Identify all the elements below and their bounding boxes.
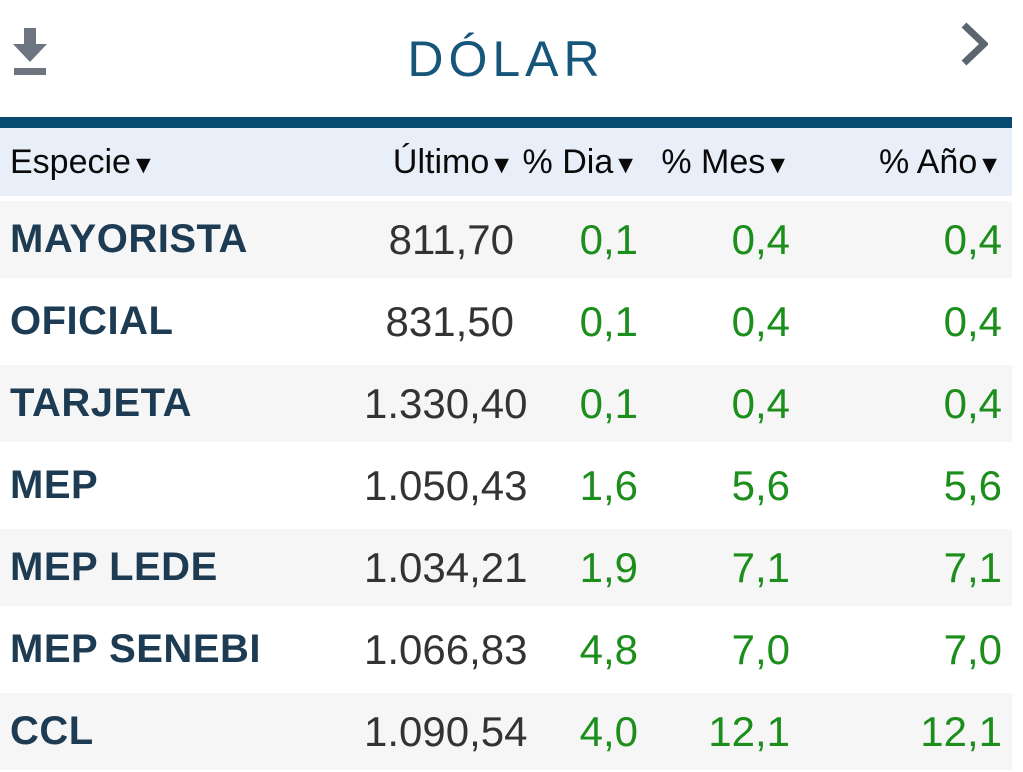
table-row-mep-lede[interactable]: MEP LEDE 1.034,21 1,9 7,1 7,1	[0, 529, 1012, 606]
column-header-ano[interactable]: % Año▼	[790, 143, 1012, 182]
ultimo-cell: 1.330,40	[364, 379, 528, 427]
mes-cell: 0,4	[731, 215, 790, 263]
mes-cell: 12,1	[708, 707, 790, 755]
download-button[interactable]	[13, 28, 47, 79]
especie-cell: MEP SENEBI	[10, 627, 261, 671]
table-row-mep-senebi[interactable]: MEP SENEBI 1.066,83 4,8 7,0 7,0	[0, 611, 1012, 688]
table-row-mep[interactable]: MEP 1.050,43 1,6 5,6 5,6	[0, 447, 1012, 524]
column-header-especie[interactable]: Especie▼	[0, 143, 364, 182]
column-header-label: % Año	[878, 142, 978, 181]
mes-cell: 7,1	[731, 543, 790, 591]
column-header-mes[interactable]: % Mes▼	[638, 143, 790, 182]
especie-cell: CCL	[10, 709, 94, 753]
ultimo-cell: 811,70	[388, 215, 514, 263]
column-header-label: % Dia	[522, 142, 614, 181]
ano-cell: 0,4	[943, 215, 1002, 263]
table-body: MAYORISTA 811,70 0,1 0,4 0,4 OFICIAL 831…	[0, 201, 1012, 770]
table-row-mayorista[interactable]: MAYORISTA 811,70 0,1 0,4 0,4	[0, 201, 1012, 278]
table-row-oficial[interactable]: OFICIAL 831,50 0,1 0,4 0,4	[0, 283, 1012, 360]
especie-cell: OFICIAL	[10, 299, 174, 343]
ano-cell: 0,4	[943, 297, 1002, 345]
column-header-label: Especie	[10, 142, 131, 181]
especie-cell: TARJETA	[10, 381, 193, 425]
especie-cell: MAYORISTA	[10, 217, 248, 261]
ano-cell: 7,0	[943, 625, 1002, 673]
ano-cell: 5,6	[943, 461, 1002, 509]
mes-cell: 5,6	[731, 461, 790, 509]
table-row-tarjeta[interactable]: TARJETA 1.330,40 0,1 0,4 0,4	[0, 365, 1012, 442]
table-header-row: Especie▼ Último▼ % Dia▼ % Mes▼ % Año▼	[0, 128, 1012, 196]
ultimo-cell: 1.066,83	[364, 625, 528, 673]
ano-cell: 7,1	[943, 543, 1002, 591]
ultimo-cell: 1.034,21	[364, 543, 528, 591]
column-header-dia[interactable]: % Dia▼	[514, 143, 638, 182]
page-title: DÓLAR	[407, 30, 605, 87]
mes-cell: 0,4	[731, 297, 790, 345]
dia-cell: 0,1	[579, 379, 638, 427]
table-row-ccl[interactable]: CCL 1.090,54 4,0 12,1 12,1	[0, 693, 1012, 770]
column-header-ultimo[interactable]: Último▼	[364, 143, 514, 182]
divider-bar	[0, 117, 1012, 128]
especie-cell: MEP LEDE	[10, 545, 218, 589]
mes-cell: 7,0	[731, 625, 790, 673]
dia-cell: 4,0	[579, 707, 638, 755]
chevron-right-icon	[960, 22, 990, 69]
download-icon	[13, 28, 47, 79]
column-header-label: % Mes	[661, 142, 766, 181]
ultimo-cell: 1.050,43	[364, 461, 528, 509]
ano-cell: 12,1	[920, 707, 1002, 755]
mes-cell: 0,4	[731, 379, 790, 427]
dia-cell: 0,1	[579, 215, 638, 263]
dia-cell: 1,6	[579, 461, 638, 509]
next-card-button[interactable]	[960, 22, 990, 69]
especie-cell: MEP	[10, 463, 99, 507]
ultimo-cell: 1.090,54	[364, 707, 528, 755]
dolar-table: Especie▼ Último▼ % Dia▼ % Mes▼ % Año▼ MA…	[0, 128, 1012, 770]
sort-caret-icon: ▼	[977, 150, 1002, 179]
column-header-label: Último	[392, 142, 490, 181]
sort-caret-icon: ▼	[489, 150, 514, 179]
dia-cell: 0,1	[579, 297, 638, 345]
ano-cell: 0,4	[943, 379, 1002, 427]
dia-cell: 4,8	[579, 625, 638, 673]
dia-cell: 1,9	[579, 543, 638, 591]
sort-caret-icon: ▼	[765, 150, 790, 179]
sort-caret-icon: ▼	[130, 150, 156, 179]
card-header: DÓLAR	[0, 0, 1012, 117]
sort-caret-icon: ▼	[613, 150, 638, 179]
ultimo-cell: 831,50	[385, 297, 514, 345]
